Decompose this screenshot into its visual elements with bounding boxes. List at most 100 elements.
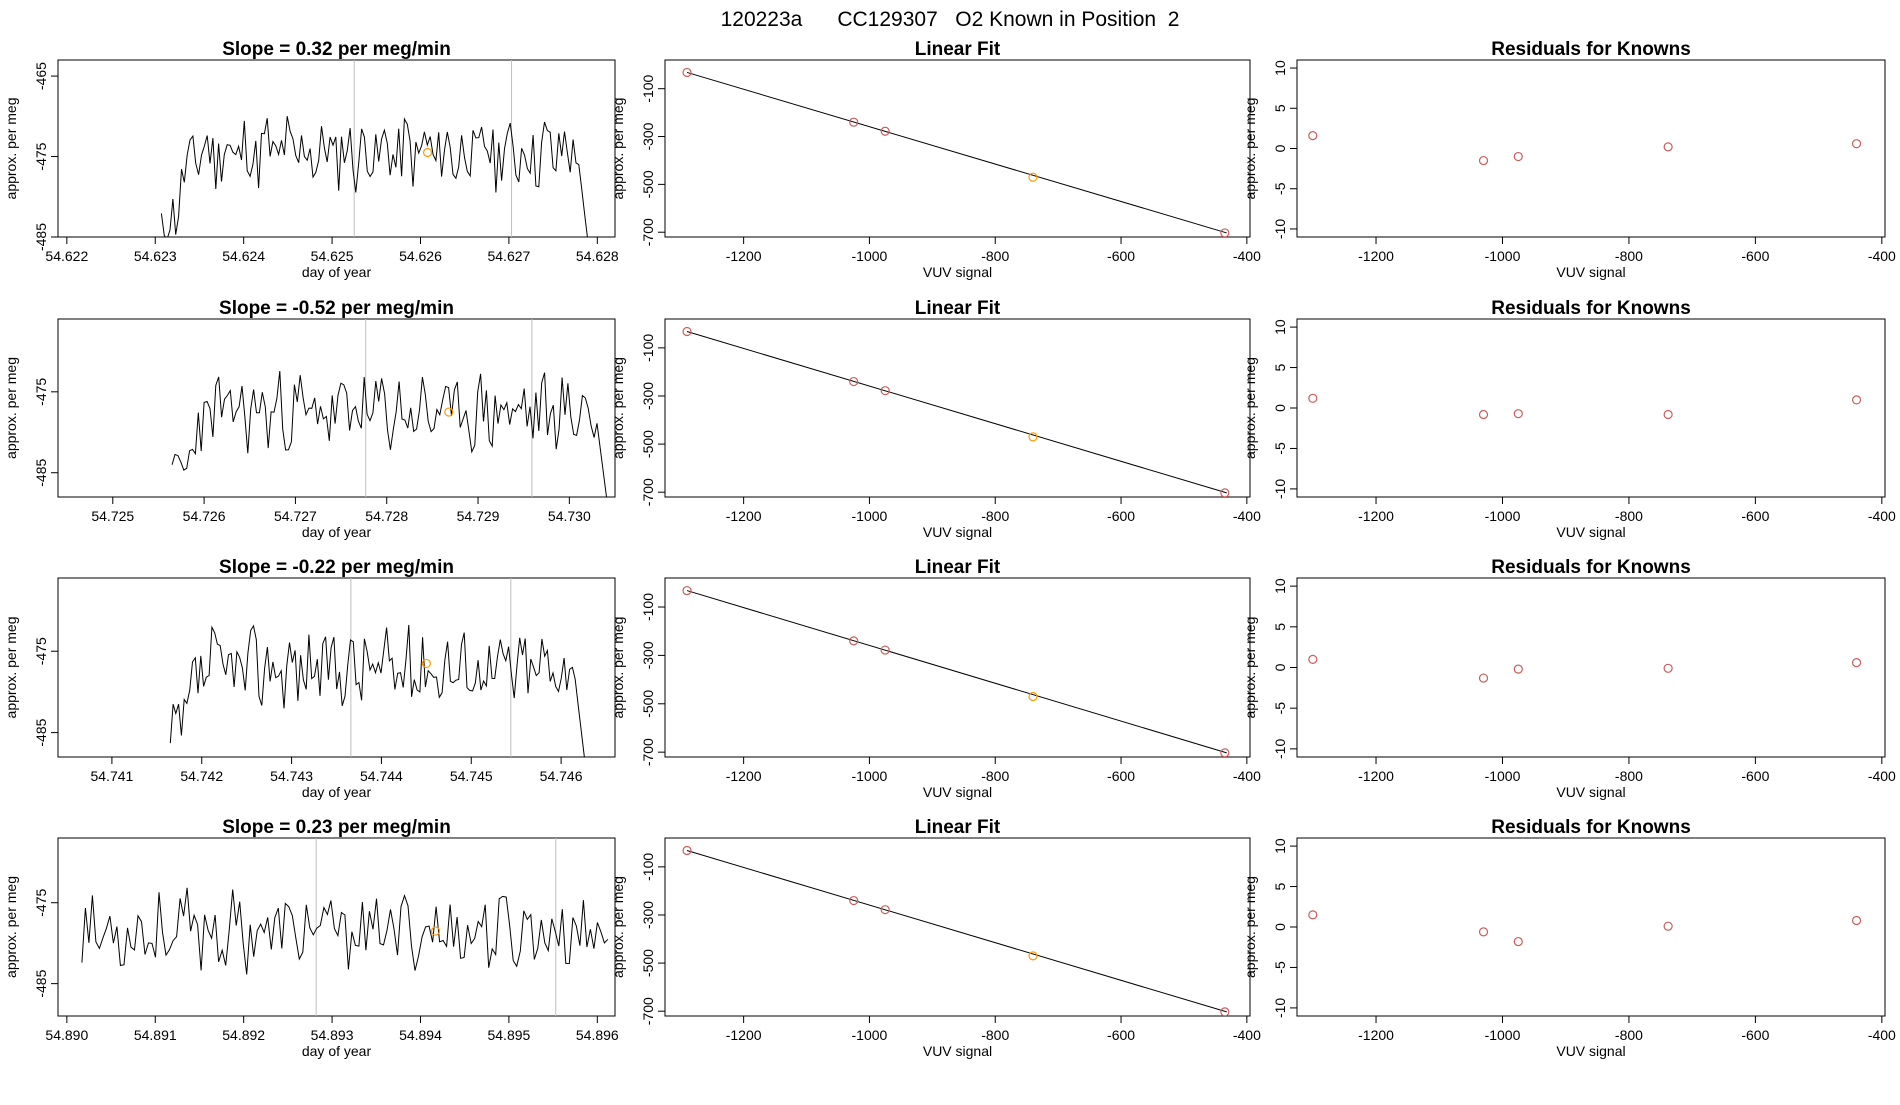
plot-title: Slope = 0.32 per meg/min (222, 39, 451, 60)
unknown-marker (444, 407, 454, 417)
y-tick-label: -300 (640, 641, 656, 669)
plot-frame (1296, 577, 1886, 758)
y-tick-label: -465 (33, 62, 49, 90)
y-tick-label: -500 (640, 430, 656, 458)
x-axis-label: VUV signal (1556, 784, 1625, 800)
plot-frame (1296, 837, 1886, 1017)
plot-data (160, 60, 588, 237)
y-tick-label: 5 (1272, 623, 1288, 631)
plot-frame (57, 577, 616, 758)
x-tick-label: -800 (981, 1027, 1009, 1043)
x-tick-label: 54.746 (540, 768, 583, 784)
y-tick-label: -700 (640, 478, 656, 506)
x-tick-label: -800 (1615, 508, 1643, 524)
x-tick-label: -600 (1741, 508, 1769, 524)
plot-data (1308, 393, 1862, 420)
plot-frame (1296, 318, 1886, 498)
y-tick-label: 10 (1272, 60, 1288, 76)
y-tick-label: -485 (33, 223, 49, 251)
y-tick-label: -5 (1272, 961, 1288, 974)
x-tick-label: -1000 (1485, 508, 1521, 524)
y-axis-label: approx. per meg (1242, 357, 1258, 459)
x-tick-label: -800 (981, 768, 1009, 784)
x-tick-label: 54.624 (222, 248, 265, 264)
time-series-line (171, 370, 608, 497)
known-point (849, 376, 859, 387)
y-axis-label: approx. per meg (3, 617, 19, 719)
x-axis-label: day of year (302, 1043, 372, 1059)
x-tick-label: -1000 (852, 248, 888, 264)
x-tick-label: 54.726 (183, 508, 226, 524)
unknown-marker (422, 147, 433, 158)
time-series-line (169, 624, 585, 757)
x-tick-label: 54.894 (399, 1027, 442, 1043)
y-tick-label: -10 (1272, 219, 1288, 239)
y-tick-label: -100 (640, 853, 656, 881)
y-tick-label: 10 (1272, 578, 1288, 594)
x-axis-label: VUV signal (923, 784, 992, 800)
known-point (849, 117, 859, 127)
known-point (1851, 139, 1862, 149)
y-axis-label: approx. per meg (1242, 98, 1258, 200)
x-tick-label: 54.728 (365, 508, 408, 524)
x-axis-label: VUV signal (1556, 1043, 1625, 1059)
y-tick-label: 10 (1272, 319, 1288, 335)
unknown-point (1028, 691, 1038, 702)
y-tick-label: -500 (640, 170, 656, 198)
x-tick-label: -400 (1868, 768, 1896, 784)
plot-title: Residuals for Knowns (1491, 298, 1691, 319)
x-tick-label: 54.625 (311, 248, 354, 264)
x-tick-label: -1200 (726, 1027, 762, 1043)
known-point (1663, 663, 1673, 673)
x-tick-label: 54.729 (457, 508, 500, 524)
y-axis-label: approx. per meg (610, 98, 626, 200)
y-tick-label: -500 (640, 949, 656, 977)
plot-title: Residuals for Knowns (1491, 557, 1691, 578)
x-tick-label: -400 (1233, 248, 1261, 264)
plot-panel: Residuals for Knowns -1200 -1000 -800 -600 -4… (1242, 39, 1896, 280)
x-tick-label: -400 (1868, 1027, 1896, 1043)
plot-panel: Slope = 0.32 per meg/min 54.622 54.623 54.6… (3, 39, 619, 280)
x-tick-label: -800 (1615, 768, 1643, 784)
y-tick-label: 0 (1272, 404, 1288, 412)
x-tick-label: 54.627 (487, 248, 530, 264)
plot-frame (664, 577, 1251, 758)
x-tick-label: -600 (1107, 768, 1135, 784)
y-tick-label: 10 (1272, 838, 1288, 854)
y-tick-label: -5 (1272, 702, 1288, 715)
x-tick-label: -1000 (852, 1027, 888, 1043)
known-point (1308, 131, 1318, 141)
known-point (1478, 927, 1489, 937)
known-point (1220, 228, 1230, 237)
x-axis-label: day of year (302, 264, 372, 280)
plot-title: Residuals for Knowns (1491, 817, 1691, 838)
y-tick-label: -100 (640, 74, 656, 102)
plot-panel: Linear Fit -1200 -1000 -800 -600 -400 -100 -300… (610, 298, 1261, 540)
x-tick-label: -1200 (1358, 248, 1394, 264)
y-tick-label: 0 (1272, 923, 1288, 931)
known-point (1478, 409, 1489, 420)
x-axis-label: day of year (302, 784, 372, 800)
y-axis-label: approx. per meg (3, 98, 19, 200)
plot-panel: Linear Fit -1200 -1000 -800 -600 -400 -100 -300… (610, 557, 1261, 800)
plot-title: Linear Fit (915, 817, 1001, 838)
plot-data (682, 845, 1230, 1016)
x-tick-label: 54.623 (134, 248, 177, 264)
x-axis-label: VUV signal (1556, 264, 1625, 280)
plot-frame (664, 59, 1251, 238)
y-axis-label: approx. per meg (610, 357, 626, 459)
y-tick-label: -475 (33, 637, 49, 665)
known-point (1308, 393, 1318, 403)
y-axis-label: approx. per meg (610, 617, 626, 719)
x-tick-label: -1200 (1358, 1027, 1394, 1043)
x-tick-label: 54.895 (487, 1027, 530, 1043)
y-tick-label: -475 (33, 378, 49, 406)
y-tick-label: -485 (33, 718, 49, 746)
plot-data (81, 838, 609, 1016)
plot-frame (57, 318, 616, 498)
y-tick-label: 5 (1272, 882, 1288, 890)
x-axis-label: VUV signal (923, 524, 992, 540)
known-point (1478, 155, 1489, 166)
